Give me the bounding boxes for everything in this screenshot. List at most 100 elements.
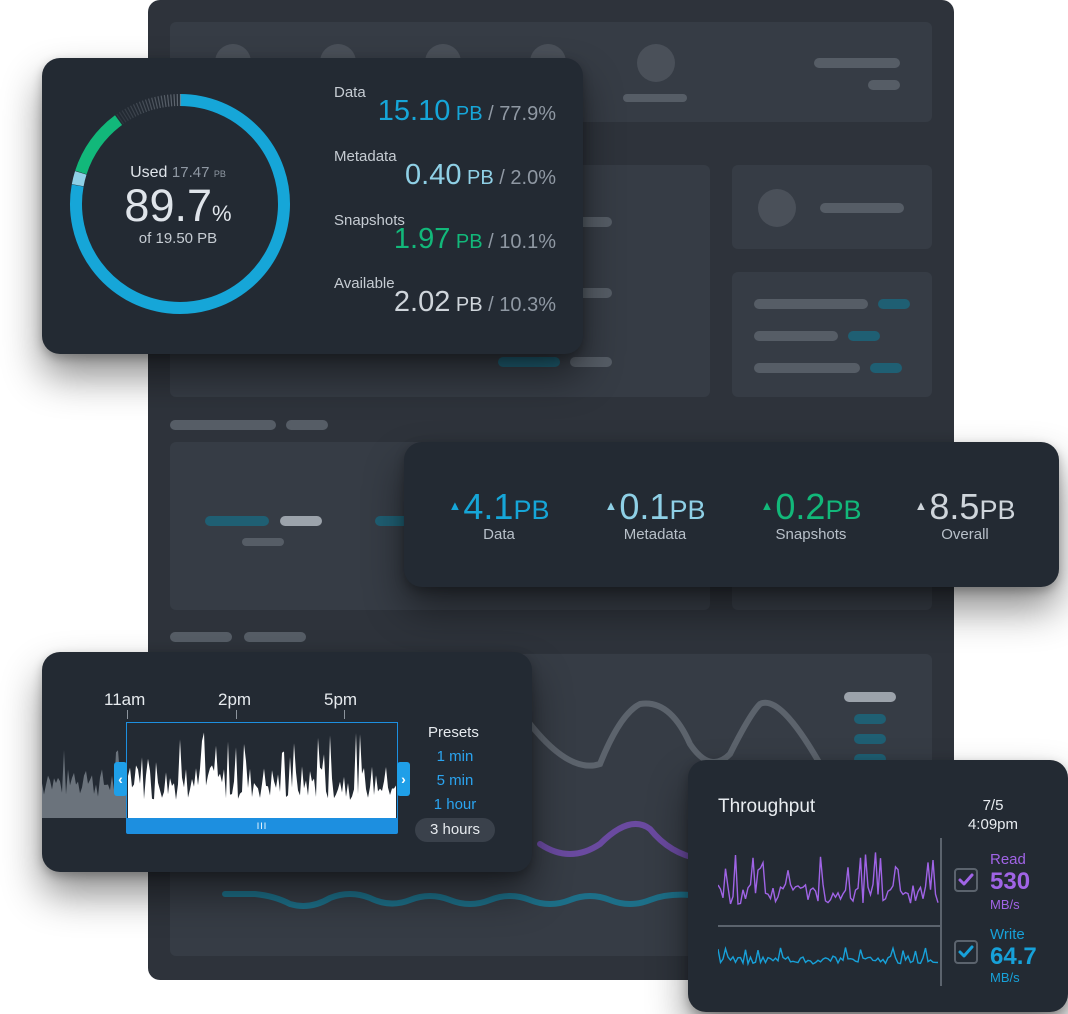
range-scrubber[interactable]: III: [126, 818, 398, 834]
bg-placeholder: [375, 516, 415, 526]
capacity-row-data: Data 15.10 PB / 77.9%: [334, 84, 574, 128]
capacity-row-metadata: Metadata 0.40 PB / 2.0%: [334, 149, 574, 192]
donut-segment-available-tick: [129, 105, 137, 117]
growth-item-metadata: ▲0.1PB Metadata: [580, 486, 730, 543]
bg-panel: [732, 272, 932, 397]
throughput-title: Throughput: [718, 796, 816, 817]
up-arrow-icon: ▲: [914, 497, 928, 513]
up-arrow-icon: ▲: [760, 497, 774, 513]
bg-placeholder: [170, 632, 232, 642]
capacity-row-values: 15.10 PB / 77.9%: [378, 95, 556, 128]
bg-placeholder: [205, 516, 269, 526]
donut-segment-available-tick: [124, 108, 132, 120]
donut-segment-available-tick: [151, 97, 156, 110]
capacity-row-label: Available: [334, 275, 395, 292]
capacity-row-values: 2.02 PB / 10.3%: [394, 286, 556, 319]
donut-segment-available-tick: [163, 95, 167, 108]
up-arrow-icon: ▲: [604, 497, 618, 513]
bg-placeholder: [244, 632, 306, 642]
preset-3-hours[interactable]: 3 hours: [415, 818, 495, 842]
preset-1-hour[interactable]: 1 hour: [433, 796, 477, 813]
bg-avatar: [758, 189, 796, 227]
donut-segment-available-tick: [135, 102, 142, 115]
read-value: 530: [990, 868, 1031, 895]
bg-wave-chart: [222, 699, 823, 909]
capacity-row-value: 1.97: [393, 223, 451, 255]
growth-label: Overall: [941, 526, 989, 543]
time-tick: [236, 710, 237, 719]
bg-placeholder: [848, 331, 880, 341]
bg-placeholder: [498, 357, 560, 367]
bg-placeholder: [170, 420, 276, 430]
read-checkbox[interactable]: [954, 868, 978, 892]
growth-number: 8.5: [929, 486, 980, 527]
bg-placeholder: [868, 80, 900, 90]
growth-number: 0.2: [775, 486, 826, 527]
used-unit: PB: [213, 169, 226, 179]
donut-segment-available-tick: [166, 94, 170, 107]
range-handle-left[interactable]: ‹: [114, 762, 127, 796]
donut-segment-available-tick: [157, 96, 161, 109]
bg-placeholder: [280, 516, 322, 526]
throughput-date: 7/5: [982, 797, 1004, 814]
read-series-line: [718, 852, 939, 905]
write-checkbox[interactable]: [954, 940, 978, 964]
time-label: 2pm: [218, 690, 252, 709]
capacity-row-percent: / 10.1%: [488, 231, 556, 253]
bg-placeholder: [854, 754, 886, 764]
donut-segment-data: [70, 94, 290, 314]
capacity-row-values: 1.97 PB / 10.1%: [394, 223, 556, 256]
read-unit: MB/s: [990, 897, 1020, 912]
capacity-donut-chart: [70, 93, 290, 314]
range-handle-right[interactable]: ›: [397, 762, 410, 796]
time-label: 11am: [104, 690, 146, 709]
check-icon: [958, 945, 974, 958]
capacity-total: of 19.50 PB: [138, 230, 218, 247]
capacity-row-value: 15.10: [377, 95, 451, 127]
capacity-row-percent: / 10.3%: [488, 294, 556, 316]
write-value: 64.7: [990, 943, 1037, 970]
donut-segment-available-tick: [132, 104, 140, 116]
donut-segment-available-tick: [154, 96, 159, 109]
preset-5-min[interactable]: 5 min: [436, 772, 474, 789]
bg-panel: [732, 165, 932, 249]
growth-label: Data: [483, 526, 515, 543]
growth-value: ▲0.1PB: [580, 486, 730, 528]
growth-unit: PB: [979, 495, 1016, 525]
presets-title: Presets: [428, 724, 479, 741]
throughput-timestamp: 7/5 4:09pm: [950, 796, 1036, 834]
capacity-row-percent: / 2.0%: [499, 167, 556, 189]
up-arrow-icon: ▲: [448, 497, 462, 513]
bg-avatar: [637, 44, 675, 82]
donut-segment-available-tick: [116, 113, 125, 125]
bg-placeholder: [286, 420, 328, 430]
check-icon: [958, 873, 974, 886]
donut-segment-available-tick: [118, 111, 127, 123]
growth-item-overall: ▲8.5PB Overall: [890, 486, 1040, 543]
capacity-row-value: 0.40: [405, 159, 462, 191]
donut-segment-available-tick: [141, 100, 148, 113]
time-label: 5pm: [324, 690, 358, 709]
growth-unit: PB: [825, 495, 862, 525]
donut-segment-available-tick: [170, 94, 173, 107]
bg-placeholder: [854, 734, 886, 744]
bg-placeholder: [844, 692, 896, 702]
throughput-divider: [718, 925, 940, 927]
bg-placeholder: [878, 299, 910, 309]
growth-label: Snapshots: [775, 526, 847, 543]
bg-placeholder: [854, 714, 886, 724]
bg-placeholder: [870, 363, 902, 373]
capacity-row-values: 0.40 PB / 2.0%: [405, 159, 556, 192]
donut-segment-available-tick: [138, 101, 145, 114]
donut-segment-available-tick: [173, 94, 176, 107]
throughput-time: 4:09pm: [967, 816, 1019, 833]
preset-1-min[interactable]: 1 min: [436, 748, 474, 765]
used-amount: 17.47: [171, 164, 210, 181]
bg-placeholder: [242, 538, 284, 546]
timeline-sparkline: [42, 722, 398, 819]
capacity-row-unit: PB: [455, 103, 483, 125]
write-sparkline: [718, 945, 939, 967]
capacity-row-label: Data: [334, 84, 366, 101]
donut-segment-available-tick: [121, 110, 129, 122]
bg-placeholder: [754, 363, 860, 373]
